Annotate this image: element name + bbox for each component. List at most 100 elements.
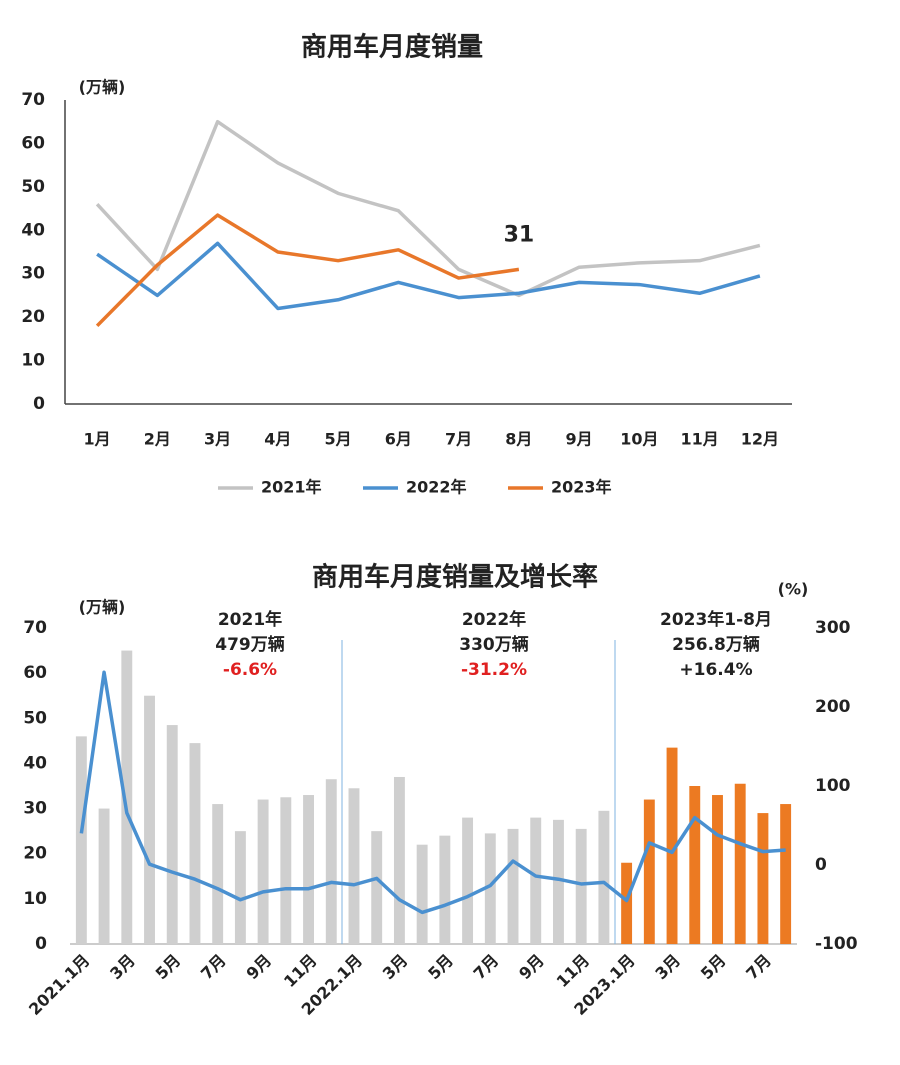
x-tick-label: 9月 bbox=[515, 951, 548, 984]
annotation-volume: 330万辆 bbox=[459, 634, 529, 655]
bar bbox=[643, 799, 655, 944]
bar bbox=[462, 817, 474, 944]
y-tick-label: 60 bbox=[23, 663, 47, 683]
bar bbox=[371, 831, 383, 944]
x-tick-label: 6月 bbox=[385, 430, 412, 449]
y-tick-label: 20 bbox=[23, 844, 47, 864]
x-tick-label: 5月 bbox=[697, 951, 730, 984]
x-tick-label: 5月 bbox=[152, 951, 185, 984]
bar bbox=[98, 808, 110, 944]
bar bbox=[75, 736, 87, 944]
x-tick-label: 5月 bbox=[424, 951, 457, 984]
y2-tick-label: 100 bbox=[815, 776, 851, 796]
legend-label: 2021年 bbox=[261, 478, 322, 497]
bar bbox=[144, 695, 155, 944]
annotation-year: 2022年 bbox=[462, 609, 526, 630]
x-tick-label: 7月 bbox=[445, 430, 472, 449]
bar bbox=[166, 725, 178, 944]
bar bbox=[212, 804, 224, 944]
x-tick-label: 7月 bbox=[197, 951, 230, 984]
chart-title: 商用车月度销量及增长率 bbox=[312, 562, 598, 593]
y-tick-label: 50 bbox=[21, 177, 45, 197]
annotation-growth: -6.6% bbox=[223, 660, 277, 680]
bar bbox=[257, 799, 269, 944]
annotation-volume: 256.8万辆 bbox=[672, 634, 760, 655]
annotation-volume: 479万辆 bbox=[215, 634, 285, 655]
line-series bbox=[95, 213, 520, 328]
y-tick-label: 40 bbox=[21, 220, 45, 240]
x-tick-label: 10月 bbox=[620, 430, 658, 449]
bar bbox=[621, 862, 633, 944]
y-tick-label: 10 bbox=[21, 351, 45, 371]
x-tick-label: 7月 bbox=[742, 951, 775, 984]
legend-label: 2022年 bbox=[406, 478, 467, 497]
y-tick-label: 20 bbox=[21, 307, 45, 327]
x-tick-label: 11月 bbox=[680, 430, 718, 449]
y-tick-label: 70 bbox=[23, 618, 47, 638]
annotation-growth: -31.2% bbox=[461, 660, 527, 680]
x-tick-label: 11月 bbox=[280, 951, 321, 992]
bar bbox=[734, 783, 746, 944]
y-tick-label: 30 bbox=[21, 264, 45, 284]
bar bbox=[666, 747, 678, 944]
y2-tick-label: -100 bbox=[815, 934, 858, 954]
bar bbox=[189, 743, 201, 944]
bar bbox=[507, 828, 519, 944]
y2-tick-label: 0 bbox=[815, 855, 827, 875]
bar bbox=[280, 797, 292, 944]
x-tick-label: 7月 bbox=[470, 951, 503, 984]
bar bbox=[416, 844, 428, 944]
y-tick-label: 70 bbox=[21, 90, 45, 110]
x-tick-label: 3月 bbox=[204, 430, 231, 449]
bar bbox=[325, 779, 337, 944]
y-tick-label: 50 bbox=[23, 708, 47, 728]
x-tick-label: 8月 bbox=[505, 430, 532, 449]
bar bbox=[712, 795, 723, 944]
line-series bbox=[95, 119, 761, 298]
x-tick-label: 4月 bbox=[264, 430, 291, 449]
bar bbox=[530, 817, 542, 944]
y-tick-label: 10 bbox=[23, 889, 47, 909]
bar bbox=[439, 835, 451, 944]
x-tick-label: 2月 bbox=[144, 430, 171, 449]
bar bbox=[780, 804, 792, 944]
x-tick-label: 3月 bbox=[379, 951, 412, 984]
bar bbox=[121, 650, 133, 944]
chart-title: 商用车月度销量 bbox=[301, 32, 483, 63]
annotation: 2023年1-8月 256.8万辆 +16.4% bbox=[660, 609, 772, 680]
bar bbox=[393, 776, 405, 944]
bar bbox=[598, 810, 610, 944]
x-tick-label: 1月 bbox=[84, 430, 111, 449]
bar bbox=[575, 828, 587, 944]
x-tick-label: 3月 bbox=[651, 951, 684, 984]
y-axis-unit: (万辆) bbox=[79, 78, 126, 97]
x-tick-label: 9月 bbox=[242, 951, 275, 984]
x-tick-label: 2021.1月 bbox=[25, 951, 93, 1019]
bar bbox=[484, 833, 496, 944]
annotation-year: 2023年1-8月 bbox=[660, 609, 772, 630]
bar bbox=[689, 786, 701, 944]
y-tick-label: 60 bbox=[21, 133, 45, 153]
data-label: 31 bbox=[504, 222, 535, 247]
y-tick-label: 0 bbox=[33, 394, 45, 414]
y2-tick-label: 300 bbox=[815, 618, 851, 638]
line-series bbox=[79, 670, 786, 915]
y-tick-label: 30 bbox=[23, 799, 47, 819]
bar bbox=[234, 831, 246, 944]
annotation: 2021年 479万辆 -6.6% bbox=[215, 609, 285, 680]
x-tick-label: 3月 bbox=[106, 951, 139, 984]
x-tick-label: 5月 bbox=[325, 430, 352, 449]
x-tick-label: 12月 bbox=[741, 430, 779, 449]
annotation-year: 2021年 bbox=[218, 609, 282, 630]
bar bbox=[553, 819, 564, 944]
bar bbox=[348, 788, 360, 944]
y-tick-label: 40 bbox=[23, 753, 47, 773]
x-tick-label: 9月 bbox=[566, 430, 593, 449]
bar bbox=[303, 795, 314, 944]
bar bbox=[757, 813, 769, 944]
y2-axis-unit: (%) bbox=[778, 580, 809, 599]
annotation: 2022年 330万辆 -31.2% bbox=[459, 609, 529, 680]
x-tick-label: 11月 bbox=[553, 951, 594, 992]
y-tick-label: 0 bbox=[35, 934, 47, 954]
